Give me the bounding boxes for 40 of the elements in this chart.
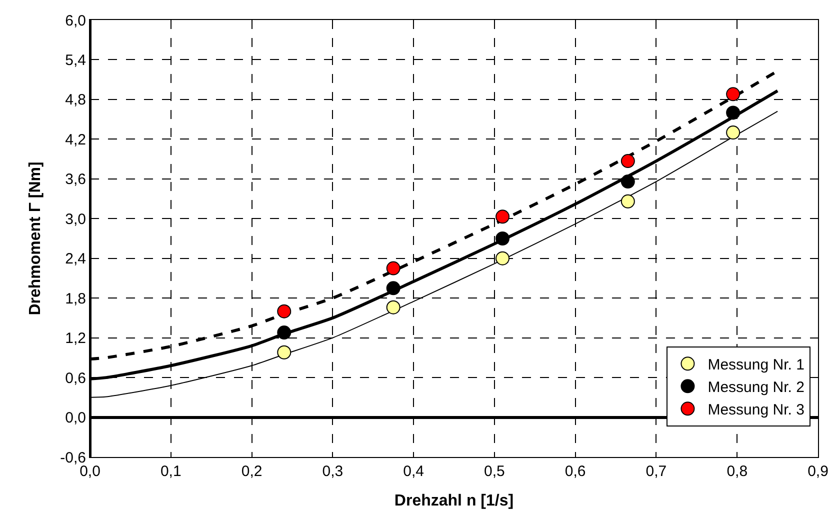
y-tick-label: 6,0	[65, 12, 86, 30]
legend-label: Messung Nr. 2	[708, 379, 804, 396]
point	[496, 232, 510, 246]
x-tick-label: 0,2	[241, 463, 262, 480]
y-tick-label: 1,2	[65, 330, 86, 348]
y-tick-label: 0,0	[65, 410, 86, 427]
point	[726, 126, 740, 140]
y-tick-label: 2,4	[65, 250, 86, 268]
point	[726, 87, 740, 102]
x-tick-label: 0,8	[726, 463, 748, 480]
x-tick-label: 0,7	[646, 463, 667, 480]
x-tick-label: 0,9	[808, 463, 828, 480]
point	[726, 106, 740, 120]
x-tick-label: 0,6	[564, 463, 586, 480]
x-tick-label: 0,1	[160, 463, 182, 480]
point	[386, 281, 400, 296]
point	[620, 154, 635, 168]
y-tick-label: 1,8	[65, 290, 86, 308]
y-tick-label: 4,8	[65, 92, 86, 109]
legend-label: Messung Nr. 1	[708, 356, 804, 374]
point	[620, 174, 635, 189]
point	[386, 300, 400, 314]
point	[496, 210, 510, 224]
y-tick-label: 3,0	[65, 210, 86, 228]
legend-label: Messung Nr. 3	[708, 402, 804, 419]
x-tick-label: 0,4	[403, 463, 424, 480]
y-tick-label: 4,2	[65, 131, 86, 148]
x-tick-label: 0,3	[322, 463, 344, 480]
point	[496, 251, 510, 266]
y-axis-title: Drehmoment Γ [Nm]	[27, 162, 44, 316]
point	[277, 326, 292, 340]
point	[386, 261, 400, 276]
point	[277, 345, 292, 360]
point	[620, 194, 635, 208]
x-tick-label: 0,5	[484, 463, 505, 480]
y-tick-label: 3,6	[65, 171, 86, 188]
y-tick-label: 5,4	[65, 52, 86, 69]
x-axis-title: Drehzahl n [1/s]	[394, 492, 514, 510]
y-tick-label: 0,6	[65, 370, 86, 387]
point	[277, 304, 292, 318]
